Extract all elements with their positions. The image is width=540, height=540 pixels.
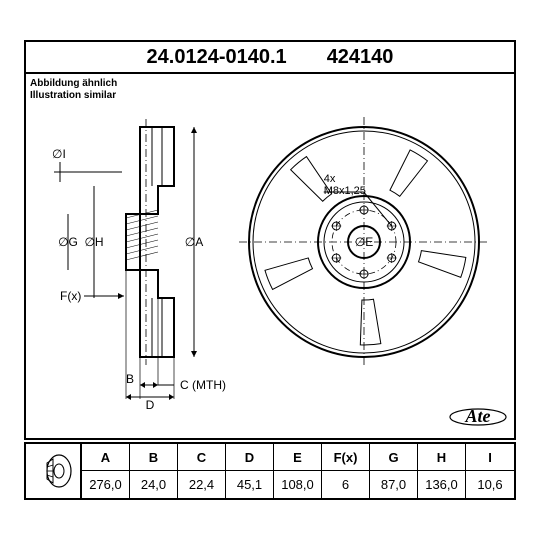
table-value-cell: 22,4 [178, 471, 226, 498]
svg-text:D: D [146, 398, 155, 412]
table-header-cell: E [274, 444, 322, 471]
table-header-cell: F(x) [322, 444, 370, 471]
table-header-cell: G [370, 444, 418, 471]
table-value-cell: 24,0 [130, 471, 178, 498]
table-header-cell: A [82, 444, 130, 471]
engineering-diagram: ∅E4xM8x1,25∅I∅G∅H∅AF(x)BC (MTH)D [24, 74, 516, 440]
svg-text:B: B [126, 372, 134, 386]
table-header-cell: B [130, 444, 178, 471]
table-value-cell: 108,0 [274, 471, 322, 498]
table-value-cell: 45,1 [226, 471, 274, 498]
dimension-table: ABCDEF(x)GHI276,024,022,445,1108,0687,01… [24, 442, 516, 500]
table-header-cell: D [226, 444, 274, 471]
diagram-area: ∅E4xM8x1,25∅I∅G∅H∅AF(x)BC (MTH)D [24, 74, 516, 440]
table-value-cell: 6 [322, 471, 370, 498]
svg-text:F(x): F(x) [60, 289, 81, 303]
table-value-cell: 10,6 [466, 471, 514, 498]
table-grid: ABCDEF(x)GHI276,024,022,445,1108,0687,01… [82, 444, 514, 498]
svg-text:M8x1,25: M8x1,25 [324, 185, 366, 197]
brake-disc-icon [33, 451, 73, 491]
svg-text:∅E: ∅E [355, 235, 373, 249]
table-header-cell: H [418, 444, 466, 471]
svg-text:∅I: ∅I [52, 147, 66, 161]
svg-text:C (MTH): C (MTH) [180, 378, 226, 392]
brand-logo: Ate [448, 402, 508, 432]
table-value-cell: 276,0 [82, 471, 130, 498]
table-header-cell: C [178, 444, 226, 471]
table-value-cell: 87,0 [370, 471, 418, 498]
table-icon-cell [26, 444, 82, 498]
table-header-cell: I [466, 444, 514, 471]
table-value-cell: 136,0 [418, 471, 466, 498]
svg-text:4x: 4x [324, 173, 336, 185]
svg-text:Ate: Ate [465, 406, 491, 426]
